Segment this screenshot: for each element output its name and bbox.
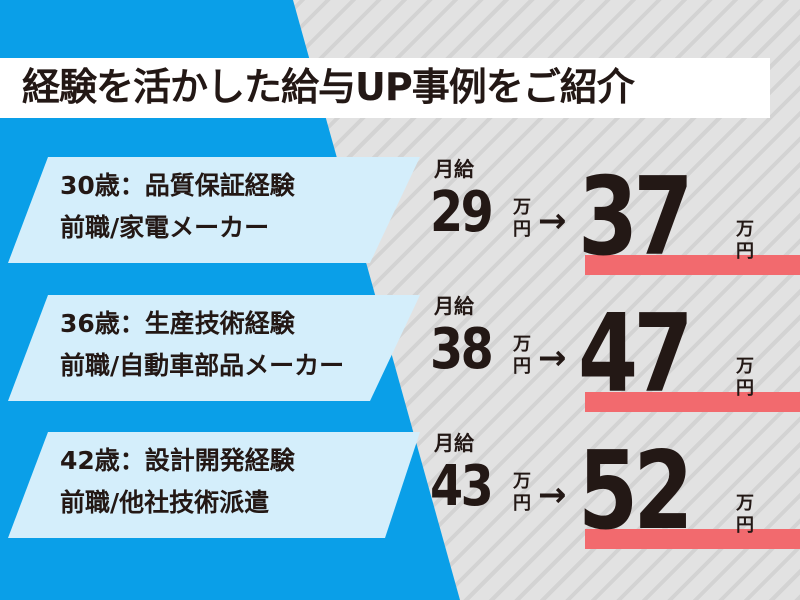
case-card-3: 42歳：設計開発経験 前職/他社技術派遣: [8, 432, 420, 538]
unit-yen: 円: [736, 241, 754, 262]
salary-label: 月給: [434, 431, 474, 455]
highlight-bar: [585, 255, 800, 275]
salary-before: 43: [430, 454, 494, 519]
unit-yen: 円: [513, 356, 531, 377]
case-previous-job: 前職/他社技術派遣: [60, 488, 270, 517]
unit-yen: 円: [736, 378, 754, 399]
unit-man: 万: [736, 356, 754, 377]
unit-man: 万: [736, 493, 754, 514]
salary-after: 47: [578, 292, 693, 417]
case-profile: 30歳：品質保証経験: [60, 171, 295, 200]
arrow-icon: →: [538, 475, 567, 515]
salary-label: 月給: [434, 294, 474, 318]
salary-after: 37: [578, 155, 693, 280]
highlight-bar: [585, 529, 800, 549]
case-profile: 36歳：生産技術経験: [60, 309, 295, 338]
case-previous-job: 前職/家電メーカー: [60, 213, 270, 242]
salary-label: 月給: [434, 157, 474, 181]
arrow-icon: →: [538, 201, 567, 241]
unit-yen: 円: [513, 493, 531, 514]
unit-man: 万: [513, 471, 531, 492]
salary-after: 52: [578, 429, 693, 554]
case-previous-job: 前職/自動車部品メーカー: [60, 351, 345, 380]
unit-yen: 円: [736, 515, 754, 536]
case-card-2: 36歳：生産技術経験 前職/自動車部品メーカー: [8, 295, 420, 401]
title-banner: 経験を活かした給与UP事例をご紹介: [0, 58, 770, 118]
case-card-1: 30歳：品質保証経験 前職/家電メーカー: [8, 157, 420, 263]
arrow-icon: →: [538, 338, 567, 378]
unit-man: 万: [513, 334, 531, 355]
salary-before: 38: [430, 317, 494, 382]
case-profile: 42歳：設計開発経験: [60, 446, 295, 475]
unit-man: 万: [736, 219, 754, 240]
unit-man: 万: [513, 197, 531, 218]
salary-2: 月給 38 万 円 → 47 万 円: [430, 295, 800, 425]
salary-before: 29: [430, 180, 494, 245]
page-title: 経験を活かした給与UP事例をご紹介: [22, 65, 635, 109]
salary-3: 月給 43 万 円 → 52 万 円: [430, 432, 800, 562]
unit-yen: 円: [513, 219, 531, 240]
highlight-bar: [585, 392, 800, 412]
salary-1: 月給 29 万 円 → 37 万 円: [430, 158, 800, 288]
